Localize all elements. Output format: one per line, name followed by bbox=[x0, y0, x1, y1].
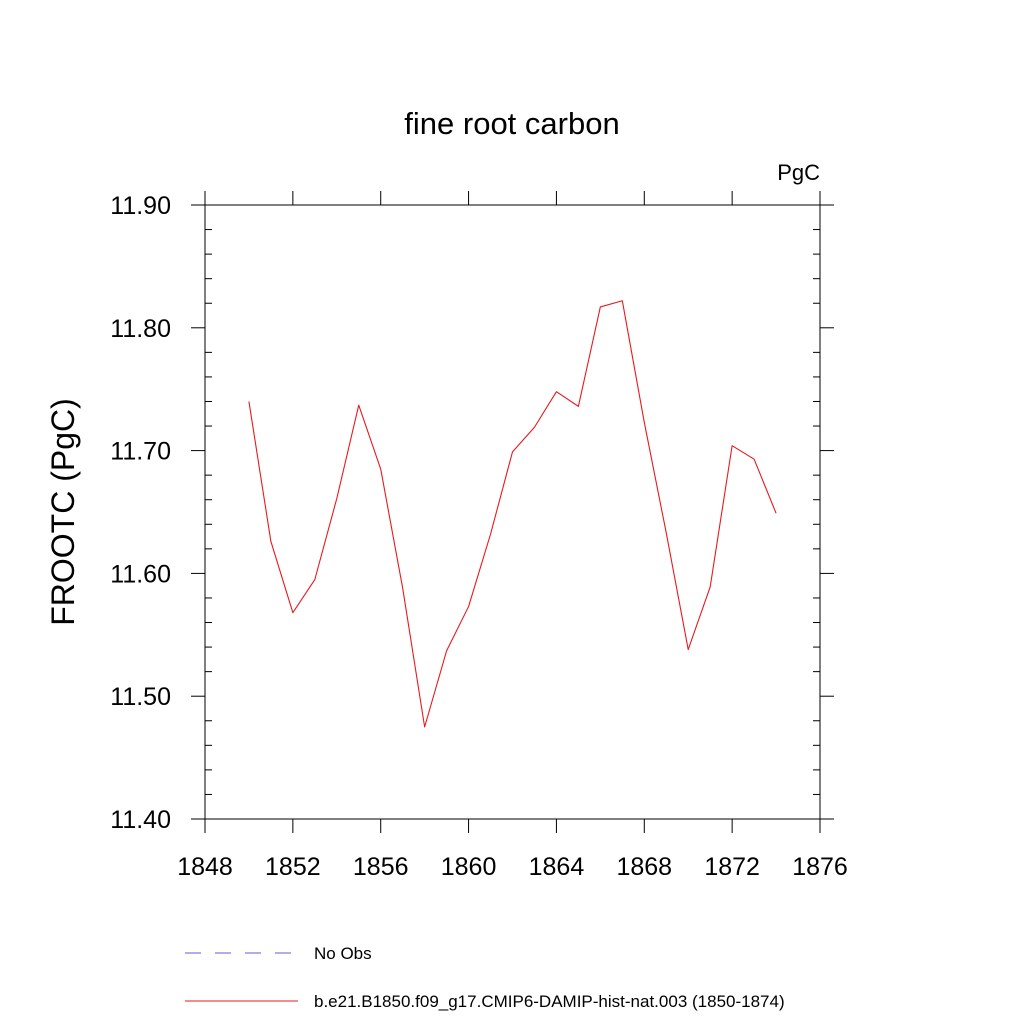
y-tick-label: 11.40 bbox=[110, 806, 171, 834]
axis-tick-labels: 1848 1852 1856 1860 1864 1868 1872 1876 11.40 11.… bbox=[110, 192, 848, 881]
chart-title: fine root carbon bbox=[404, 106, 619, 141]
x-tick-label: 1848 bbox=[177, 853, 233, 881]
axis-ticks bbox=[191, 191, 834, 833]
y-tick-label: 11.70 bbox=[110, 438, 171, 466]
x-tick-label: 1872 bbox=[704, 853, 760, 881]
y-tick-label: 11.90 bbox=[110, 192, 171, 220]
plot-frame bbox=[204, 204, 821, 820]
legend: No Obs b.e21.B1850.f09_g17.CMIP6-DAMIP-h… bbox=[185, 944, 785, 1011]
x-tick-label: 1856 bbox=[353, 853, 409, 881]
x-tick-label: 1868 bbox=[616, 853, 672, 881]
y-axis-label: FROOTC (PgC) bbox=[45, 398, 81, 626]
series-line-0 bbox=[248, 300, 777, 728]
x-tick-label: 1852 bbox=[265, 853, 321, 881]
legend-label-model-run: b.e21.B1850.f09_g17.CMIP6-DAMIP-hist-nat… bbox=[314, 992, 785, 1011]
series-layer bbox=[248, 300, 777, 728]
x-tick-label: 1876 bbox=[792, 853, 848, 881]
y-tick-label: 11.80 bbox=[110, 315, 171, 343]
units-label: PgC bbox=[777, 160, 820, 185]
x-tick-label: 1860 bbox=[441, 853, 497, 881]
legend-label-no-obs: No Obs bbox=[314, 944, 372, 963]
y-tick-label: 11.50 bbox=[110, 683, 171, 711]
y-tick-label: 11.60 bbox=[110, 560, 171, 588]
x-tick-label: 1864 bbox=[529, 853, 585, 881]
